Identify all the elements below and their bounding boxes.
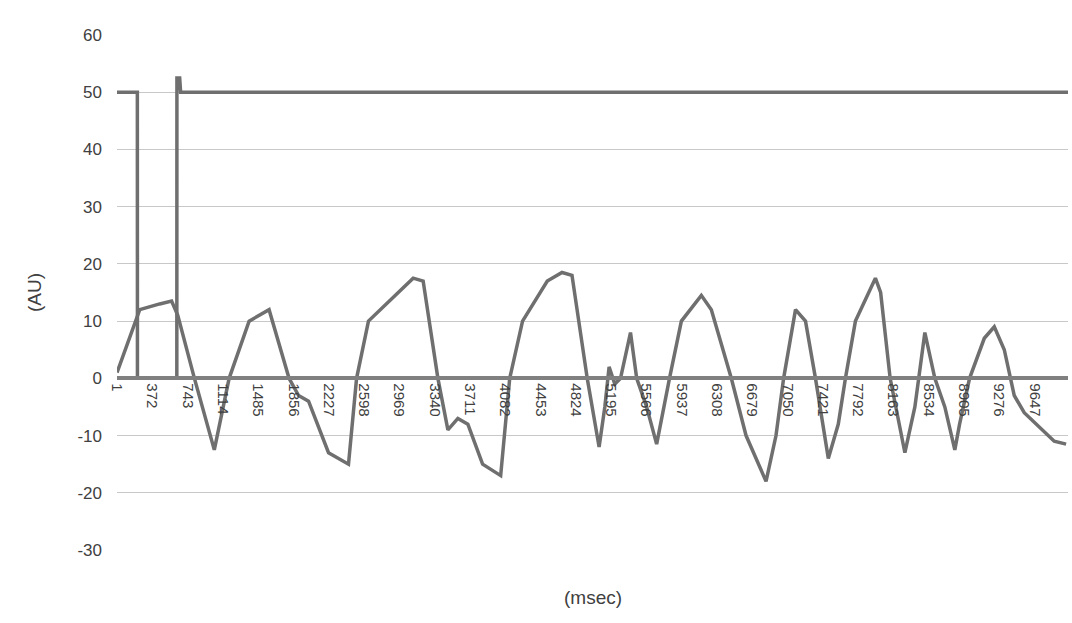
svg-text:50: 50 (83, 83, 102, 102)
svg-text:-30: -30 (77, 541, 102, 560)
svg-text:9647: 9647 (1027, 383, 1044, 416)
svg-text:(AU): (AU) (24, 273, 45, 312)
svg-text:8534: 8534 (921, 383, 938, 416)
svg-text:30: 30 (83, 198, 102, 217)
svg-text:5566: 5566 (638, 383, 655, 416)
svg-text:8905: 8905 (956, 383, 973, 416)
svg-text:6679: 6679 (744, 383, 761, 416)
svg-text:8163: 8163 (885, 383, 902, 416)
svg-text:1: 1 (109, 383, 126, 391)
svg-text:7792: 7792 (850, 383, 867, 416)
svg-text:5195: 5195 (603, 383, 620, 416)
svg-text:4824: 4824 (568, 383, 585, 416)
svg-text:(msec): (msec) (564, 587, 622, 608)
svg-text:5937: 5937 (674, 383, 691, 416)
svg-text:3711: 3711 (462, 383, 479, 415)
svg-text:743: 743 (180, 383, 197, 408)
svg-text:7421: 7421 (815, 383, 832, 416)
svg-text:1856: 1856 (286, 383, 303, 416)
svg-text:1114: 1114 (215, 383, 232, 414)
svg-text:6308: 6308 (709, 383, 726, 416)
svg-text:372: 372 (144, 383, 161, 408)
svg-text:9276: 9276 (991, 383, 1008, 416)
svg-text:4082: 4082 (497, 383, 514, 416)
svg-text:10: 10 (83, 312, 102, 331)
svg-text:2969: 2969 (391, 383, 408, 416)
svg-text:40: 40 (83, 140, 102, 159)
svg-text:3340: 3340 (427, 383, 444, 416)
svg-text:4453: 4453 (533, 383, 550, 416)
svg-text:60: 60 (83, 26, 102, 45)
svg-text:2227: 2227 (321, 383, 338, 416)
svg-text:7050: 7050 (780, 383, 797, 416)
svg-text:0: 0 (93, 369, 102, 388)
svg-text:-20: -20 (77, 484, 102, 503)
svg-text:2598: 2598 (356, 383, 373, 416)
svg-text:1485: 1485 (250, 383, 267, 416)
svg-text:-10: -10 (77, 427, 102, 446)
svg-text:20: 20 (83, 255, 102, 274)
